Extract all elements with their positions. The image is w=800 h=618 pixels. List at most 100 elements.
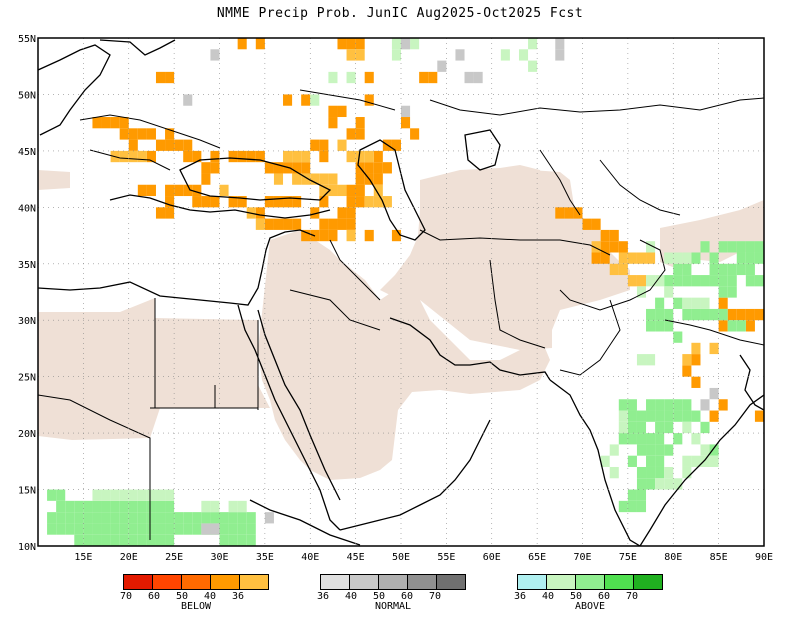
coast-red-sea-west — [257, 309, 341, 501]
forecast-cell — [146, 489, 156, 501]
forecast-cell — [618, 433, 628, 445]
forecast-cell — [56, 500, 66, 513]
forecast-cell — [700, 275, 710, 287]
legend-tick: 50 — [372, 591, 386, 602]
coast-mediterranean — [38, 229, 316, 306]
forecast-cell — [691, 308, 701, 321]
forecast-cell — [736, 308, 746, 321]
forecast-cell — [718, 297, 728, 309]
forecast-cell — [110, 512, 120, 524]
forecast-cell — [183, 184, 193, 197]
legend-swatch — [437, 575, 465, 589]
forecast-cell — [373, 184, 383, 197]
forecast-cell — [646, 444, 656, 456]
coast-baltic — [99, 39, 176, 56]
forecast-cell — [682, 466, 692, 479]
forecast-cell — [473, 71, 483, 84]
forecast-cell — [627, 455, 637, 467]
forecast-cell — [292, 218, 302, 230]
coast-aral — [464, 129, 501, 171]
forecast-cell — [700, 444, 710, 456]
forecast-cell — [56, 489, 66, 501]
forecast-cell — [673, 433, 683, 445]
forecast-cell — [727, 275, 737, 287]
forecast-cell — [146, 500, 156, 513]
forecast-cell — [355, 128, 365, 140]
forecast-cell — [591, 252, 601, 264]
forecast-cell — [210, 512, 220, 524]
forecast-cell — [155, 512, 166, 524]
forecast-cell — [673, 331, 683, 343]
forecast-cell — [373, 173, 383, 185]
forecast-cell — [618, 421, 628, 434]
forecast-cell — [573, 207, 583, 219]
forecast-cell — [655, 275, 665, 287]
forecast-cell — [745, 263, 755, 276]
forecast-cell — [555, 207, 565, 219]
forecast-cell — [745, 252, 755, 264]
forecast-cell — [709, 308, 719, 321]
forecast-cell — [255, 218, 265, 230]
forecast-cell — [155, 500, 166, 513]
forecast-cell — [83, 534, 93, 546]
forecast-cells — [47, 38, 764, 546]
forecast-cell — [137, 150, 147, 163]
forecast-cell — [328, 184, 338, 197]
dry-region-arabia — [258, 230, 550, 480]
forecast-cell — [609, 229, 619, 242]
forecast-cell — [319, 196, 329, 208]
forecast-cell — [564, 207, 574, 219]
forecast-cell — [691, 297, 701, 309]
forecast-cell — [310, 94, 320, 106]
forecast-cell — [119, 500, 129, 513]
forecast-cell — [691, 433, 701, 445]
forecast-cell — [355, 150, 365, 163]
forecast-cell — [646, 478, 656, 490]
lat-label: 20N — [18, 429, 36, 440]
forecast-cell — [128, 512, 138, 524]
legend-above-ticks: 36 40 50 60 70 — [514, 590, 659, 602]
forecast-cell — [56, 512, 66, 524]
forecast-cell — [627, 410, 637, 422]
forecast-cell — [618, 399, 628, 411]
forecast-cell — [128, 534, 138, 546]
forecast-cell — [219, 523, 229, 535]
forecast-cell — [682, 421, 692, 434]
forecast-cell — [146, 523, 156, 535]
forecast-cell — [110, 523, 120, 535]
forecast-cell — [210, 162, 220, 174]
forecast-cell — [328, 229, 338, 242]
lat-label: 55N — [18, 34, 36, 45]
forecast-cell — [319, 173, 329, 185]
forecast-cell — [709, 263, 719, 276]
forecast-cell — [155, 139, 166, 151]
forecast-cell — [264, 512, 274, 524]
forecast-cell — [646, 410, 656, 422]
forecast-cell — [137, 128, 147, 140]
forecast-cell — [74, 534, 84, 546]
lon-label: 75E — [619, 552, 637, 563]
forecast-cell — [319, 218, 329, 230]
forecast-cell — [727, 241, 737, 253]
forecast-cell — [319, 184, 329, 197]
forecast-cell — [745, 320, 755, 332]
lon-label: 60E — [483, 552, 501, 563]
forecast-cell — [328, 117, 338, 129]
forecast-cell — [664, 252, 674, 264]
forecast-cell — [101, 489, 111, 501]
forecast-cell — [709, 455, 719, 467]
legend-normal-swatches — [320, 574, 466, 590]
forecast-cell — [346, 218, 356, 230]
forecast-cell — [655, 466, 665, 479]
forecast-cell — [337, 38, 347, 50]
forecast-cell — [56, 523, 66, 535]
forecast-cell — [355, 173, 365, 185]
coast-horn-africa — [249, 499, 361, 546]
legend-swatch — [379, 575, 408, 589]
forecast-cell — [718, 263, 728, 276]
forecast-cell — [555, 49, 565, 61]
forecast-cell — [655, 399, 665, 411]
map-title: NMME Precip Prob. JunIC Aug2025-Oct2025 … — [216, 6, 584, 21]
forecast-cell — [655, 433, 665, 445]
coast-europe — [38, 44, 111, 136]
